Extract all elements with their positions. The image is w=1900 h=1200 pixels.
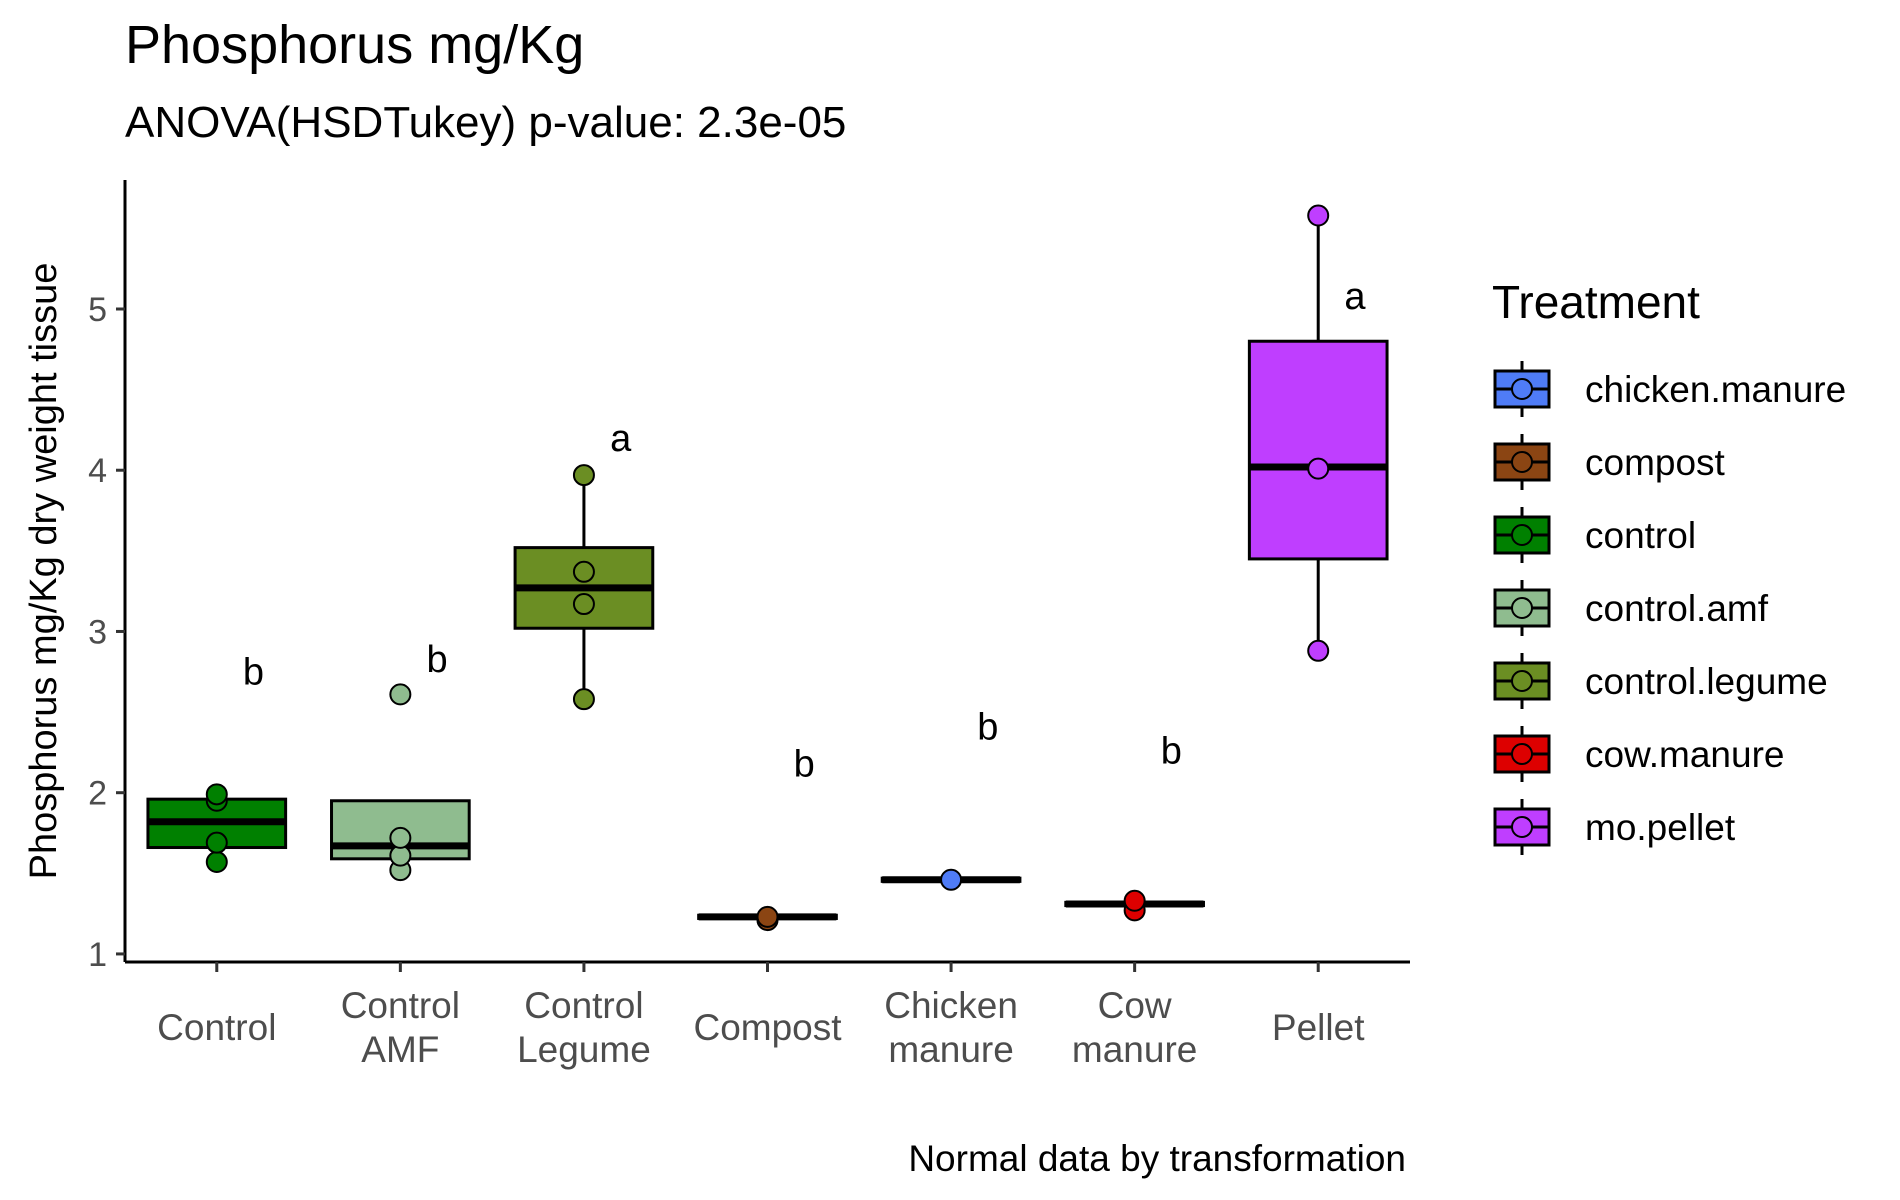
significance-letter: b xyxy=(794,744,815,786)
data-point xyxy=(1307,204,1330,227)
y-tick-label: 1 xyxy=(88,936,107,974)
chart-subtitle: ANOVA(HSDTukey) p-value: 2.3e-05 xyxy=(125,98,847,147)
legend-key-point xyxy=(1511,597,1533,619)
legend-key-point xyxy=(1511,670,1533,692)
legend-key-point xyxy=(1511,816,1533,838)
chart-title: Phosphorus mg/Kg xyxy=(125,15,585,75)
data-point xyxy=(572,688,595,711)
data-point xyxy=(572,560,595,583)
x-tick-label: Compost xyxy=(693,1007,842,1048)
x-tick-label: Cow xyxy=(1098,985,1172,1026)
data-point xyxy=(389,683,412,706)
legend-label: control.legume xyxy=(1585,661,1828,702)
data-point xyxy=(940,868,963,891)
data-point xyxy=(205,783,228,806)
legend-title: Treatment xyxy=(1492,276,1700,328)
x-tick-label: manure xyxy=(888,1029,1013,1070)
x-tick-label: Control xyxy=(341,985,460,1026)
significance-letter: b xyxy=(977,706,998,748)
legend-label: chicken.manure xyxy=(1585,369,1846,410)
legend-key-point xyxy=(1511,451,1533,473)
data-point xyxy=(572,593,595,616)
legend-label: compost xyxy=(1585,442,1726,483)
data-point xyxy=(205,851,228,874)
legend-key-point xyxy=(1511,378,1533,400)
y-tick-label: 3 xyxy=(88,613,107,651)
data-point xyxy=(389,826,412,849)
x-tick-label: AMF xyxy=(361,1029,439,1070)
x-tick-label: Control xyxy=(157,1007,276,1048)
y-axis-title: Phosphorus mg/Kg dry weight tissue xyxy=(23,263,65,880)
legend-label: control.amf xyxy=(1585,588,1769,629)
box xyxy=(1247,339,1389,561)
data-point xyxy=(1123,889,1146,912)
legend-label: mo.pellet xyxy=(1585,807,1736,848)
data-point xyxy=(1307,457,1330,480)
x-tick-label: Chicken xyxy=(884,985,1018,1026)
significance-letter: a xyxy=(610,418,632,460)
x-tick-label: Pellet xyxy=(1272,1007,1365,1048)
y-tick-label: 2 xyxy=(88,775,107,813)
y-tick-label: 4 xyxy=(88,452,107,490)
data-point xyxy=(205,831,228,854)
x-tick-label: Legume xyxy=(517,1029,651,1070)
significance-letter: b xyxy=(243,652,264,694)
significance-letter: b xyxy=(1161,731,1182,773)
legend-label: control xyxy=(1585,515,1696,556)
significance-letter: a xyxy=(1344,276,1366,318)
data-point xyxy=(572,464,595,487)
data-point xyxy=(1307,639,1330,662)
legend-label: cow.manure xyxy=(1585,734,1785,775)
data-point xyxy=(756,905,779,928)
x-tick-label: manure xyxy=(1072,1029,1197,1070)
x-tick-label: Control xyxy=(524,985,643,1026)
y-tick-label: 5 xyxy=(88,291,107,329)
significance-letter: b xyxy=(427,639,448,681)
chart-caption: Normal data by transformation xyxy=(908,1138,1406,1179)
legend-key-point xyxy=(1511,743,1533,765)
legend-key-point xyxy=(1511,524,1533,546)
